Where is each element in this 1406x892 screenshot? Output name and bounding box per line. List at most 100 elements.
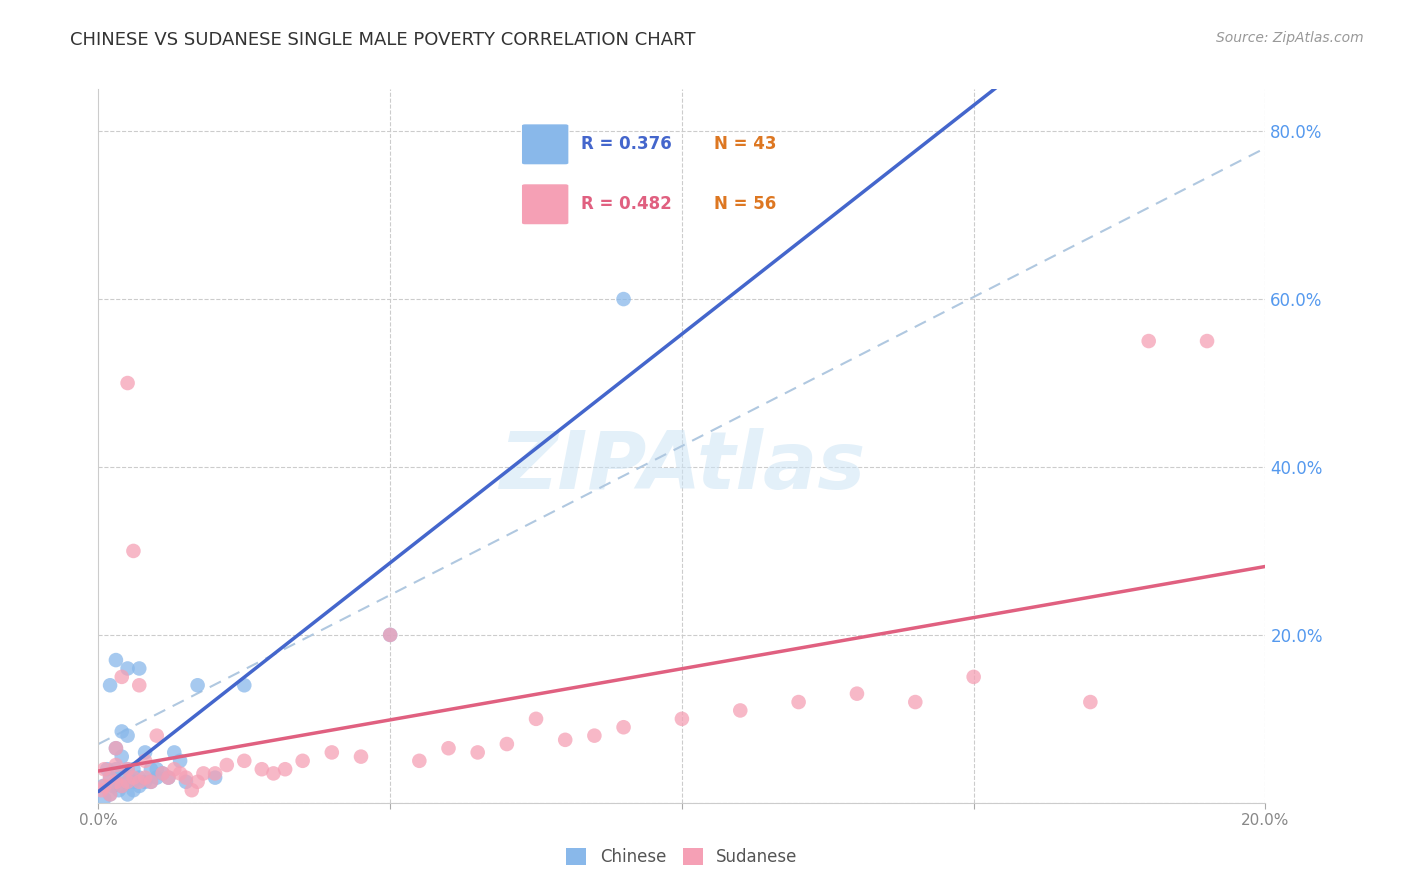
Point bbox=[139, 774, 162, 789]
Point bbox=[117, 762, 139, 776]
Point bbox=[117, 729, 139, 743]
Point bbox=[262, 766, 284, 780]
Point bbox=[291, 754, 314, 768]
Point bbox=[93, 791, 115, 805]
Point bbox=[157, 771, 180, 785]
Point bbox=[134, 754, 156, 768]
Point bbox=[117, 788, 139, 802]
Point bbox=[117, 774, 139, 789]
Point bbox=[101, 779, 124, 793]
Point bbox=[104, 774, 127, 789]
Point bbox=[104, 762, 127, 776]
Point bbox=[163, 746, 186, 760]
Point bbox=[187, 678, 209, 692]
Point bbox=[350, 749, 373, 764]
Point bbox=[98, 788, 121, 802]
Text: ZIPAtlas: ZIPAtlas bbox=[499, 428, 865, 507]
Point bbox=[128, 779, 150, 793]
Point bbox=[134, 771, 156, 785]
Point bbox=[180, 783, 202, 797]
Point bbox=[134, 774, 156, 789]
Point bbox=[467, 746, 489, 760]
Point bbox=[904, 695, 927, 709]
Point bbox=[193, 766, 215, 780]
Point bbox=[134, 746, 156, 760]
Point bbox=[104, 758, 127, 772]
Point bbox=[845, 687, 868, 701]
Point bbox=[104, 653, 127, 667]
Point bbox=[108, 783, 131, 797]
Point bbox=[274, 762, 297, 776]
Point bbox=[98, 771, 121, 785]
Point bbox=[152, 766, 174, 780]
Point bbox=[152, 766, 174, 780]
Point bbox=[139, 774, 162, 789]
Point bbox=[408, 754, 430, 768]
Point bbox=[111, 779, 134, 793]
Point bbox=[157, 771, 180, 785]
Point bbox=[90, 783, 112, 797]
Legend: Chinese, Sudanese: Chinese, Sudanese bbox=[560, 841, 804, 873]
Point bbox=[128, 678, 150, 692]
Point bbox=[117, 774, 139, 789]
Point bbox=[169, 766, 191, 780]
Point bbox=[111, 766, 134, 780]
Point bbox=[787, 695, 810, 709]
Point bbox=[163, 762, 186, 776]
Point bbox=[122, 544, 145, 558]
Point bbox=[122, 762, 145, 776]
Point bbox=[111, 670, 134, 684]
Point bbox=[104, 741, 127, 756]
Point bbox=[111, 749, 134, 764]
Point bbox=[128, 661, 150, 675]
Point bbox=[583, 729, 606, 743]
Point bbox=[437, 741, 460, 756]
Point bbox=[671, 712, 693, 726]
Point bbox=[612, 292, 634, 306]
Point bbox=[378, 628, 402, 642]
Point bbox=[122, 783, 145, 797]
Point bbox=[98, 788, 121, 802]
Point bbox=[174, 774, 197, 789]
Point bbox=[233, 754, 256, 768]
Point bbox=[104, 774, 127, 789]
Point bbox=[117, 376, 139, 390]
Point bbox=[91, 779, 114, 793]
Point bbox=[98, 678, 121, 692]
Point bbox=[250, 762, 273, 776]
Point bbox=[146, 729, 169, 743]
Point bbox=[93, 762, 115, 776]
Point bbox=[204, 771, 226, 785]
Point bbox=[146, 771, 169, 785]
Point bbox=[962, 670, 984, 684]
Point bbox=[1195, 334, 1218, 348]
Point bbox=[98, 771, 121, 785]
Point bbox=[111, 779, 134, 793]
Point bbox=[128, 771, 150, 785]
Point bbox=[204, 766, 226, 780]
Point bbox=[728, 703, 751, 717]
Point bbox=[146, 762, 169, 776]
Point bbox=[524, 712, 547, 726]
Point bbox=[321, 746, 343, 760]
Point bbox=[495, 737, 517, 751]
Point bbox=[1137, 334, 1160, 348]
Point bbox=[117, 661, 139, 675]
Point bbox=[612, 720, 634, 734]
Point bbox=[1080, 695, 1102, 709]
Point bbox=[187, 774, 209, 789]
Point bbox=[96, 762, 118, 776]
Point bbox=[93, 779, 115, 793]
Point bbox=[139, 762, 162, 776]
Point bbox=[174, 771, 197, 785]
Text: CHINESE VS SUDANESE SINGLE MALE POVERTY CORRELATION CHART: CHINESE VS SUDANESE SINGLE MALE POVERTY … bbox=[70, 31, 696, 49]
Point bbox=[111, 724, 134, 739]
Point bbox=[122, 774, 145, 789]
Point bbox=[215, 758, 238, 772]
Point bbox=[554, 732, 576, 747]
Point bbox=[128, 774, 150, 789]
Point bbox=[233, 678, 256, 692]
Point bbox=[378, 628, 402, 642]
Point bbox=[122, 771, 145, 785]
Text: Source: ZipAtlas.com: Source: ZipAtlas.com bbox=[1216, 31, 1364, 45]
